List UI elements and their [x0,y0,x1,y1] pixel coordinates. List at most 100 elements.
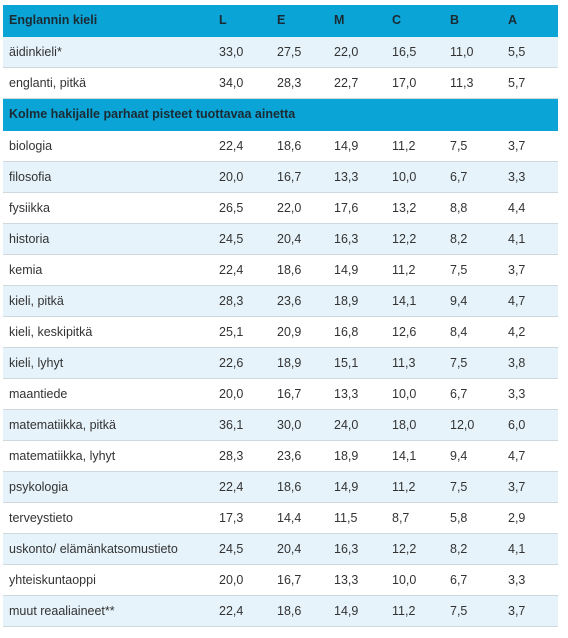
value-cell: 33,0 [213,36,271,68]
value-cell: 20,0 [213,564,271,596]
subject-cell: kieli, keskipitkä [3,316,213,348]
header-col-e: E [271,5,328,37]
value-cell: 8,8 [444,192,502,224]
value-cell: 18,9 [328,440,386,472]
value-cell: 13,3 [328,161,386,193]
value-cell: 8,7 [386,502,444,534]
value-cell: 14,9 [328,254,386,286]
value-cell: 14,1 [386,285,444,317]
header-row: Englannin kieli L E M C B A [3,5,558,37]
subject-cell: englanti, pitkä [3,67,213,99]
value-cell: 8,2 [444,533,502,565]
value-cell: 9,4 [444,285,502,317]
value-cell: 28,3 [213,285,271,317]
value-cell: 9,4 [444,440,502,472]
value-cell: 3,7 [502,130,558,162]
header-col-c: C [386,5,444,37]
value-cell: 5,7 [502,67,558,99]
value-cell: 18,9 [271,347,328,379]
value-cell: 18,6 [271,130,328,162]
table-row: muut reaaliaineet** 22,4 18,6 14,9 11,2 7,5 3,… [3,595,558,627]
value-cell: 14,9 [328,471,386,503]
value-cell: 36,1 [213,409,271,441]
value-cell: 23,6 [271,285,328,317]
value-cell: 8,4 [444,316,502,348]
value-cell: 23,6 [271,440,328,472]
value-cell: 24,5 [213,533,271,565]
value-cell: 7,5 [444,595,502,627]
subject-cell: fysiikka [3,192,213,224]
value-cell: 4,7 [502,285,558,317]
value-cell: 17,3 [213,502,271,534]
score-table: Englannin kieli L E M C B A äidinkieli* 3… [3,5,558,627]
header-col-a: A [502,5,558,37]
table-row: historia 24,5 20,4 16,3 12,2 8,2 4,1 [3,223,558,255]
value-cell: 14,1 [386,440,444,472]
value-cell: 16,3 [328,223,386,255]
value-cell: 18,6 [271,471,328,503]
value-cell: 22,0 [328,36,386,68]
table-body: Englannin kieli L E M C B A äidinkieli* 3… [3,5,558,627]
subject-cell: matematiikka, lyhyt [3,440,213,472]
value-cell: 22,7 [328,67,386,99]
table-row: englanti, pitkä 34,0 28,3 22,7 17,0 11,3 5,7 [3,67,558,99]
value-cell: 3,3 [502,378,558,410]
value-cell: 20,9 [271,316,328,348]
value-cell: 22,0 [271,192,328,224]
value-cell: 6,7 [444,564,502,596]
table-row: kieli, keskipitkä 25,1 20,9 16,8 12,6 8,4 4,2 [3,316,558,348]
value-cell: 18,9 [328,285,386,317]
value-cell: 18,6 [271,254,328,286]
header-title: Englannin kieli [3,5,213,37]
value-cell: 7,5 [444,254,502,286]
value-cell: 18,6 [271,595,328,627]
value-cell: 3,7 [502,471,558,503]
value-cell: 3,3 [502,564,558,596]
header-col-b: B [444,5,502,37]
value-cell: 2,9 [502,502,558,534]
value-cell: 6,7 [444,378,502,410]
value-cell: 22,4 [213,595,271,627]
subject-cell: matematiikka, pitkä [3,409,213,441]
subject-cell: muut reaaliaineet** [3,595,213,627]
value-cell: 18,0 [386,409,444,441]
value-cell: 4,2 [502,316,558,348]
value-cell: 13,2 [386,192,444,224]
subject-cell: terveystieto [3,502,213,534]
value-cell: 20,0 [213,378,271,410]
value-cell: 26,5 [213,192,271,224]
value-cell: 17,6 [328,192,386,224]
value-cell: 4,4 [502,192,558,224]
value-cell: 11,5 [328,502,386,534]
subject-cell: kieli, lyhyt [3,347,213,379]
value-cell: 11,3 [386,347,444,379]
value-cell: 15,1 [328,347,386,379]
table-row: kieli, lyhyt 22,6 18,9 15,1 11,3 7,5 3,8 [3,347,558,379]
header-col-l: L [213,5,271,37]
subject-cell: kieli, pitkä [3,285,213,317]
value-cell: 34,0 [213,67,271,99]
table-row: kemia 22,4 18,6 14,9 11,2 7,5 3,7 [3,254,558,286]
value-cell: 12,2 [386,223,444,255]
value-cell: 28,3 [271,67,328,99]
value-cell: 12,6 [386,316,444,348]
value-cell: 20,0 [213,161,271,193]
value-cell: 28,3 [213,440,271,472]
value-cell: 22,4 [213,254,271,286]
value-cell: 14,9 [328,130,386,162]
table-row: maantiede 20,0 16,7 13,3 10,0 6,7 3,3 [3,378,558,410]
value-cell: 17,0 [386,67,444,99]
value-cell: 3,3 [502,161,558,193]
value-cell: 6,0 [502,409,558,441]
value-cell: 22,4 [213,130,271,162]
value-cell: 13,3 [328,564,386,596]
value-cell: 20,4 [271,533,328,565]
table-row: biologia 22,4 18,6 14,9 11,2 7,5 3,7 [3,130,558,162]
table-row: matematiikka, lyhyt 28,3 23,6 18,9 14,1 9,4 4,… [3,440,558,472]
value-cell: 8,2 [444,223,502,255]
value-cell: 5,5 [502,36,558,68]
value-cell: 5,8 [444,502,502,534]
value-cell: 11,2 [386,471,444,503]
value-cell: 4,7 [502,440,558,472]
value-cell: 24,0 [328,409,386,441]
